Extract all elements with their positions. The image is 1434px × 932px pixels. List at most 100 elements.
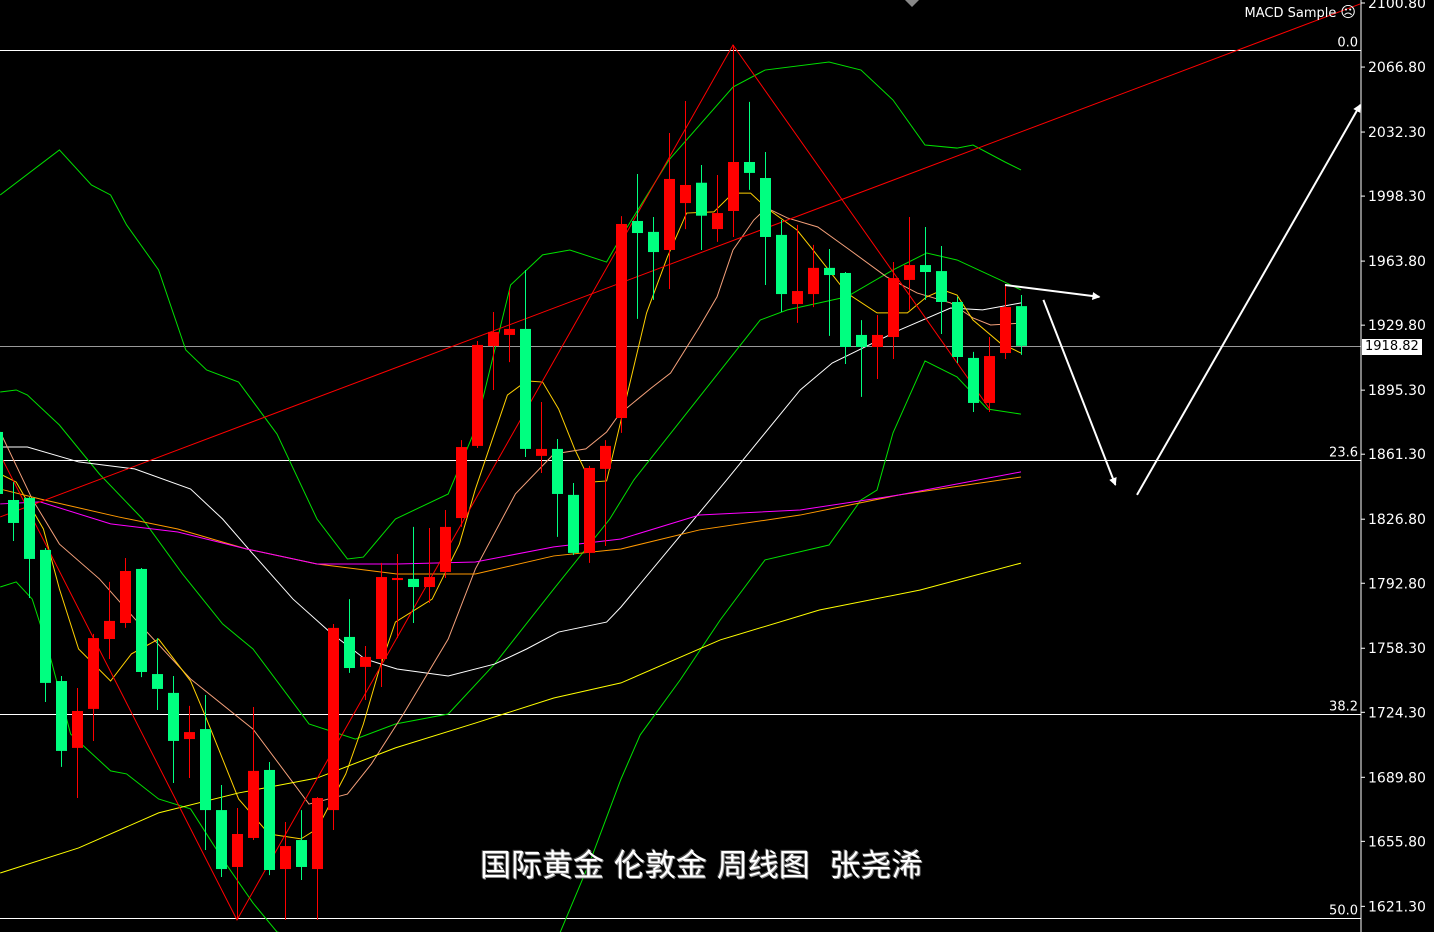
candle [648,217,659,300]
candle [168,675,179,783]
candle [328,623,339,831]
annotation-arrow [1004,284,1101,300]
candle [952,296,963,364]
candle [136,567,147,678]
candle-body [216,810,227,870]
candle-body [136,568,147,672]
candle-body [312,798,323,870]
candle [536,402,547,474]
price-tick-label: 2032.30 [1368,125,1426,141]
candle-body [0,431,3,494]
candle [904,217,915,310]
candle [456,440,467,527]
candle-body [968,357,979,403]
price-tick-label: 1655.80 [1368,834,1426,850]
price-tick-label: 1758.30 [1368,641,1426,657]
candle-body [40,549,51,683]
candle-body [872,334,883,348]
candle-body [600,445,611,469]
candle [872,314,883,380]
candle [808,244,819,308]
candle [600,440,611,546]
fib-level-label: 0.0 [1337,36,1358,51]
candle [568,483,579,555]
candle-body [536,448,547,456]
candle-body [856,334,867,348]
candle [24,496,35,598]
candle-body [952,301,963,357]
fib-level-label: 50.0 [1329,904,1358,919]
candle [888,262,899,360]
indicator-line [0,360,1022,932]
candle [616,216,627,433]
candle [632,174,643,319]
trend-line [0,44,990,921]
chart-caption: 国际黄金 伦敦金 周线图 张尧浠 [480,848,923,884]
candle-body [728,162,739,211]
candle [824,249,835,336]
price-axis: 2100.80 2066.80 2032.30 1998.30 1963.80 1929.… [1361,0,1426,915]
candle [312,797,323,920]
candle [664,132,675,289]
candle-body [88,638,99,709]
fibonacci-levels: 0.0 23.6 38.2 50.0 [0,36,1361,919]
annotation-arrows [1004,104,1362,496]
candle [88,633,99,741]
candle-body [584,467,595,553]
price-tick-label: 1792.80 [1368,576,1426,592]
annotation-arrow [1136,104,1362,496]
candles [0,45,1027,920]
candle [296,810,307,880]
candle [472,340,483,448]
candle-body [488,331,499,347]
candle [584,465,595,563]
indicator-line [0,61,1022,560]
chart-shift-marker-icon[interactable] [905,0,919,7]
candle [696,165,707,250]
candle [264,762,275,876]
candle-body [648,231,659,253]
candle [920,226,931,300]
price-tick-label: 1998.30 [1368,189,1426,205]
candle-body [104,620,115,640]
price-tick-label: 2066.80 [1368,60,1426,76]
candle-body [168,692,179,741]
candle-body [232,834,243,867]
candle-body [792,291,803,305]
price-tick-label: 1724.30 [1368,705,1426,721]
candle-body [24,497,35,559]
candle-body [264,769,275,870]
candle-body [376,577,387,659]
price-tick-label: 2100.80 [1368,0,1426,12]
candle [360,645,371,701]
trend-line [0,3,1361,518]
candle-body [984,356,995,403]
candle [200,694,211,851]
candle-body [392,577,403,581]
candle-body [840,272,851,348]
candle-body [120,571,131,624]
fib-level-label: 23.6 [1329,446,1358,461]
candle [40,548,51,702]
candle [440,509,451,578]
candle-body [552,448,563,494]
candle [840,272,851,364]
candle-body [248,770,259,838]
candle-body [696,182,707,216]
candle-body [56,681,67,751]
candle-body [504,328,515,335]
candle [776,220,787,312]
candle [0,431,3,494]
candle-body [296,840,307,867]
candle [424,528,435,604]
candle [216,785,227,877]
price-tick-label: 1861.30 [1368,447,1426,463]
candle [680,100,691,230]
candle-body [568,494,579,553]
price-tick-label: 1689.80 [1368,770,1426,786]
candle-body [1000,307,1011,354]
indicator-line [0,562,1022,874]
candle-body [456,447,467,519]
candle-body [184,732,195,740]
